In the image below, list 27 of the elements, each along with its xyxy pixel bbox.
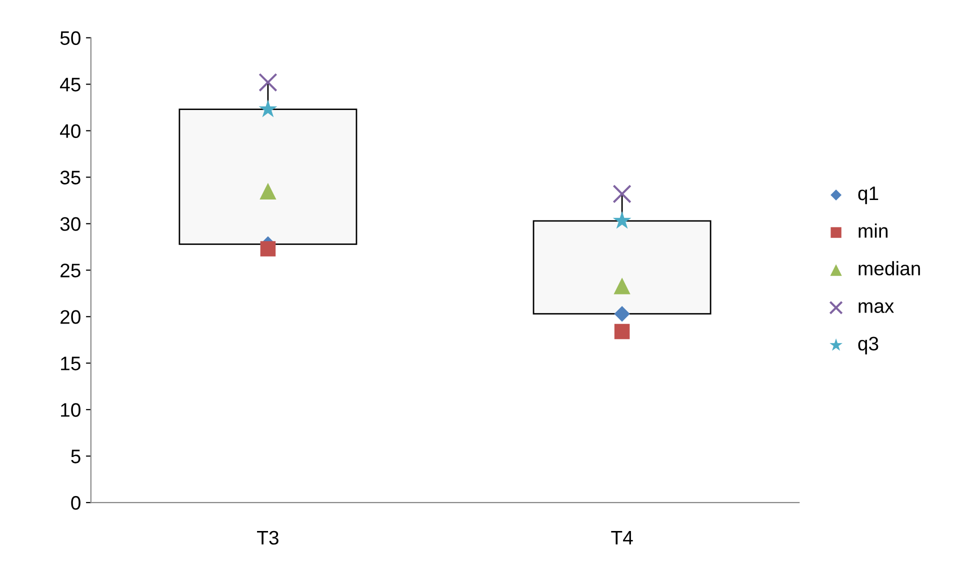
legend-label: max [858, 302, 894, 313]
point [258, 73, 278, 92]
y-tick-label: 30 [60, 217, 80, 231]
point [258, 100, 278, 118]
point [614, 306, 630, 322]
legend-label: q3 [858, 336, 878, 354]
legend-label: min [858, 224, 888, 238]
x-tick-label: T4 [611, 531, 633, 544]
y-tick-label: 40 [60, 124, 80, 138]
point [614, 278, 630, 294]
point [612, 184, 632, 204]
y-tick-label: 10 [61, 403, 80, 417]
point [612, 211, 632, 229]
point [260, 182, 276, 200]
y-tick-label: 20 [60, 310, 80, 324]
x-tick-label: T3 [257, 530, 278, 545]
point [260, 241, 276, 256]
y-tick-label: 25 [60, 264, 80, 278]
y-tick-label: 15 [61, 356, 80, 370]
y-tick-label: 45 [60, 78, 80, 92]
y-tick-label: 5 [71, 450, 80, 464]
y-tick-label: 0 [71, 496, 80, 510]
legend-label: median [858, 261, 920, 276]
point [614, 324, 630, 340]
y-tick-label: 50 [60, 31, 80, 45]
y-tick-label: 35 [60, 170, 80, 184]
legend-label: q1 [858, 186, 878, 204]
